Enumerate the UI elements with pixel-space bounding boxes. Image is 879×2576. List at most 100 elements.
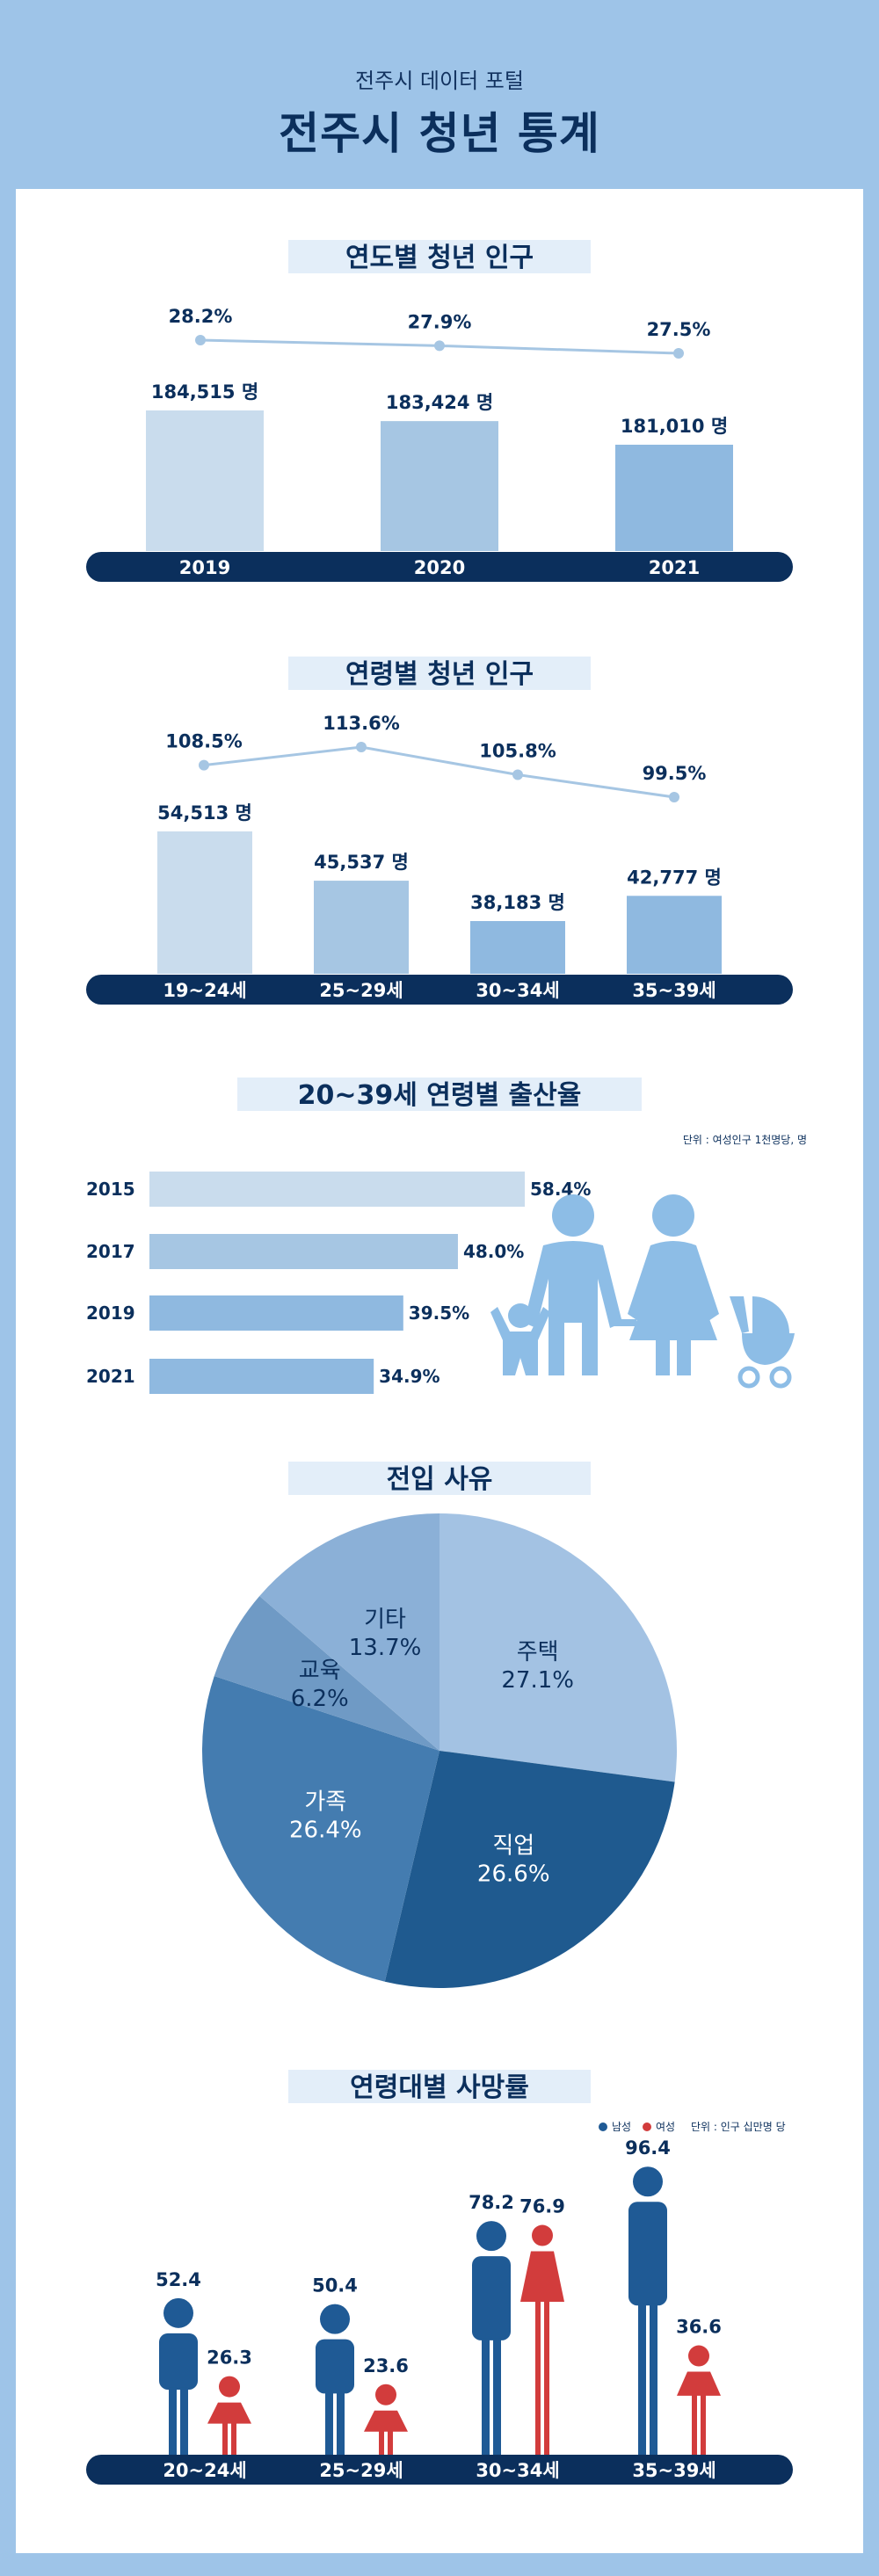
section4-pie-slice bbox=[384, 1751, 675, 1988]
section2-bar bbox=[470, 921, 565, 974]
stroller-hood-icon bbox=[752, 1296, 789, 1333]
section5-female-icon-leg bbox=[535, 2300, 541, 2455]
section5-male-value: 78.2 bbox=[469, 2192, 514, 2213]
section5-female-icon-body bbox=[520, 2251, 564, 2303]
section2-bar-value: 54,513 명 bbox=[157, 802, 252, 824]
section5-chart: 52.4 26.3 20~24세 50.4 23.6 25~29세 78.2 76.9 30~3… bbox=[86, 2137, 793, 2485]
section4-pie-slice bbox=[440, 1513, 678, 1782]
section-yearly-population: 연도별 청년 인구 184,515 명 2019 183,424 명 2020 181,… bbox=[86, 240, 793, 582]
section4-slice-label: 직업 bbox=[492, 1832, 534, 1859]
section5-female-icon-leg bbox=[544, 2300, 549, 2455]
child-head-icon bbox=[508, 1303, 533, 1328]
section1-tick-label: 2021 bbox=[649, 557, 700, 578]
legend-female-swatch bbox=[643, 2122, 651, 2131]
section5-female-icon-leg bbox=[379, 2429, 384, 2455]
section5-female-icon-leg bbox=[701, 2393, 706, 2455]
section5-tick-label: 35~39세 bbox=[632, 2460, 716, 2481]
section1-bar bbox=[381, 421, 498, 551]
section2-ratio-label: 99.5% bbox=[643, 763, 707, 784]
section1-tick-label: 2019 bbox=[179, 557, 230, 578]
section5-legend: 남성 여성 단위 : 인구 십만명 당 bbox=[599, 2121, 786, 2133]
section5-female-icon-body bbox=[364, 2410, 408, 2432]
section2-ratio-label: 113.6% bbox=[323, 713, 399, 734]
section4-slice-label: 가족 bbox=[304, 1789, 346, 1815]
section1-tick-label: 2020 bbox=[414, 557, 465, 578]
section1-ratio-label: 28.2% bbox=[169, 306, 233, 327]
section5-male-icon-leg bbox=[180, 2387, 188, 2455]
section4-title-bg bbox=[288, 1462, 591, 1495]
section2-chart: 54,513 명 19~24세 45,537 명 25~29세 38,183 명 30~3… bbox=[86, 713, 793, 1005]
section3-bar-value: 34.9% bbox=[379, 1366, 440, 1387]
section4-slice-value: 13.7% bbox=[349, 1635, 422, 1661]
section4-pie-slice bbox=[202, 1675, 440, 1982]
stroller-wheel-icon bbox=[769, 1366, 792, 1389]
section2-ratio-label: 105.8% bbox=[479, 741, 556, 762]
section2-tick-label: 25~29세 bbox=[319, 980, 403, 1001]
section4-slice-label: 주택 bbox=[517, 1639, 559, 1665]
section5-male-icon-head bbox=[476, 2221, 506, 2252]
stroller-wheel-icon bbox=[737, 1366, 760, 1389]
section5-female-icon-leg bbox=[231, 2421, 236, 2455]
section1-ratio-point bbox=[434, 340, 445, 352]
section5-female-icon-leg bbox=[692, 2393, 697, 2455]
section4-slice-value: 27.1% bbox=[501, 1667, 574, 1694]
section5-male-icon-head bbox=[320, 2304, 350, 2334]
section5-female-icon-head bbox=[532, 2224, 553, 2246]
child-body-icon bbox=[490, 1307, 550, 1375]
section5-female-icon-head bbox=[219, 2376, 240, 2398]
section5-title-bg bbox=[288, 2070, 591, 2103]
section1-title-bg bbox=[288, 240, 591, 273]
section2-title-bg bbox=[288, 657, 591, 690]
section2-bar bbox=[627, 896, 722, 974]
section5-female-value: 26.3 bbox=[207, 2347, 252, 2369]
section1-bar bbox=[615, 445, 733, 551]
section5-female-icon-leg bbox=[388, 2429, 393, 2455]
section1-ratio-point bbox=[673, 348, 684, 359]
section2-tick-label: 30~34세 bbox=[476, 980, 559, 1001]
section2-title: 연령별 청년 인구 bbox=[345, 659, 534, 690]
section5-tick-label: 20~24세 bbox=[163, 2460, 246, 2481]
section4-slice-value: 26.6% bbox=[477, 1861, 550, 1887]
section3-category-label: 2019 bbox=[86, 1303, 135, 1324]
section4-slice-label: 교육 bbox=[299, 1658, 341, 1684]
hands-icon bbox=[610, 1319, 636, 1326]
section4-title: 전입 사유 bbox=[387, 1464, 493, 1495]
section3-bar bbox=[149, 1172, 525, 1207]
section5-male-icon-leg bbox=[325, 2391, 333, 2455]
section1-x-axis-band bbox=[86, 552, 793, 582]
section2-bar-value: 42,777 명 bbox=[627, 867, 722, 888]
page-subtitle: 전주시 데이터 포털 bbox=[355, 69, 524, 93]
section5-female-value: 23.6 bbox=[363, 2355, 409, 2376]
stroller-handle-icon bbox=[730, 1296, 749, 1333]
father-body-icon bbox=[524, 1241, 622, 1375]
section1-title: 연도별 청년 인구 bbox=[345, 243, 534, 273]
section2-tick-label: 35~39세 bbox=[632, 980, 716, 1001]
legend-unit: 단위 : 인구 십만명 당 bbox=[691, 2121, 786, 2133]
section1-bar-value: 181,010 명 bbox=[621, 416, 728, 437]
section2-x-axis-band bbox=[86, 975, 793, 1005]
mother-head-icon bbox=[652, 1194, 694, 1237]
section5-male-icon-body bbox=[472, 2256, 511, 2340]
section3-title: 20~39세 연령별 출산율 bbox=[298, 1080, 582, 1111]
section4-slice-value: 26.4% bbox=[289, 1817, 362, 1843]
section3-title-bg bbox=[237, 1078, 642, 1111]
section2-ratio-point bbox=[512, 769, 523, 780]
section5-male-icon-leg bbox=[493, 2338, 501, 2455]
section1-ratio-label: 27.9% bbox=[408, 311, 472, 332]
section3-category-label: 2015 bbox=[86, 1179, 135, 1200]
section2-ratio-point bbox=[669, 792, 679, 802]
father-head-icon bbox=[552, 1194, 594, 1237]
section2-ratio-label: 108.5% bbox=[165, 731, 242, 752]
section5-tick-label: 25~29세 bbox=[319, 2460, 403, 2481]
section5-female-icon-leg bbox=[222, 2421, 228, 2455]
stroller-body-icon bbox=[742, 1333, 795, 1365]
section5-male-icon-head bbox=[163, 2297, 193, 2328]
section5-title: 연령대별 사망률 bbox=[350, 2072, 529, 2103]
section5-female-icon-head bbox=[375, 2384, 396, 2405]
section5-male-icon-body bbox=[628, 2202, 667, 2306]
section5-male-icon-leg bbox=[638, 2304, 646, 2455]
legend-female-label: 여성 bbox=[656, 2121, 675, 2133]
section2-ratio-line bbox=[203, 745, 675, 799]
